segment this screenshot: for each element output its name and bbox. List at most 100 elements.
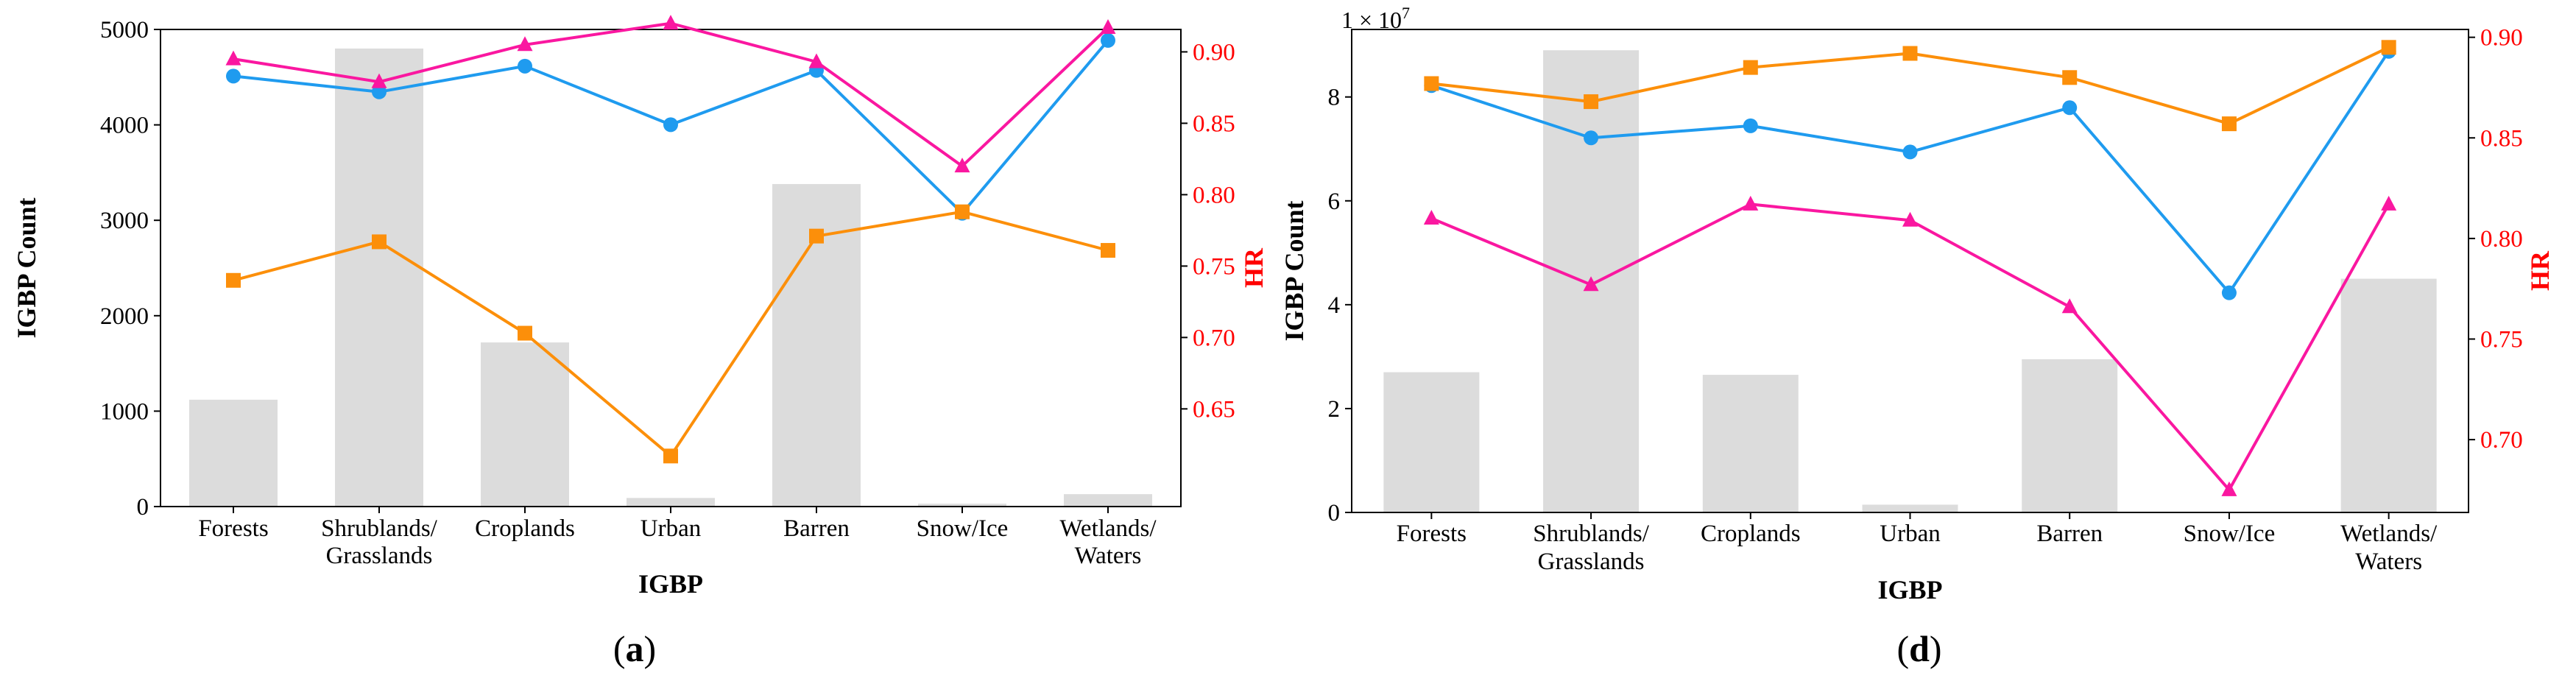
panel-d-right-tick-label: 0.90 (2480, 25, 2523, 52)
panel-d-left-tick-label: 8 (1328, 85, 1341, 111)
panel-a-bar-urban (627, 498, 715, 507)
panel-a-series-blue-point-urban (663, 117, 678, 133)
panel-d-series-magenta-point-croplands (1743, 195, 1759, 211)
panel-a-series-orange-point-croplands (518, 325, 532, 341)
panel-d-caption: (d) (1896, 628, 1941, 669)
panel-a-right-tick-label: 0.70 (1193, 325, 1235, 351)
panel-d-series-blue-point-barren (2062, 100, 2078, 116)
panel-a-series-magenta-point-shrublands-grasslands (371, 73, 387, 88)
panel-a-series-magenta-point-forests (225, 50, 241, 66)
panel-a-y2-axis-label: HR (1239, 247, 1268, 288)
panel-a-series-magenta-point-croplands (517, 36, 533, 52)
panel-d-category-label-urban: Urban (1880, 521, 1940, 547)
panel-d-series-magenta-point-snow-ice (2221, 481, 2237, 496)
panel-d-left-tick-label: 6 (1328, 188, 1341, 215)
panel-a-category-label-snow-ice: Snow/Ice (917, 515, 1009, 542)
panel-d-series-orange-point-croplands (1743, 60, 1758, 75)
panel-a-caption-open: ( (613, 628, 626, 669)
panel-d-category-label-wetlands-waters: Waters (2355, 549, 2422, 575)
panel-d-bar-forests (1383, 372, 1480, 512)
panel-d-series-magenta-point-forests (1423, 210, 1439, 225)
panel-a-left-tick-label: 2000 (100, 303, 149, 330)
panel-a-category-label-wetlands-waters: Wetlands/ (1059, 515, 1157, 542)
panel-a-bar-wetlands-waters (1064, 494, 1152, 507)
panel-d-series-magenta-point-shrublands-grasslands (1583, 276, 1599, 292)
panel-d-right-tick-label: 0.75 (2480, 326, 2523, 353)
panel-a-left-tick-label: 3000 (100, 208, 149, 234)
panel-a-series-orange-point-barren (809, 228, 824, 244)
panel-a-category-label-croplands: Croplands (475, 515, 575, 542)
panel-a-series-blue-point-croplands (518, 58, 532, 74)
panel-d-chart: 0 2 4 6 8 0.70 0.75 0.80 0.85 0.90 Forests Shrublan… (1280, 4, 2555, 669)
panel-a-right-tick-label: 0.75 (1193, 253, 1235, 280)
panel-a-right-tick-label: 0.90 (1193, 39, 1235, 66)
panel-a-series-magenta-point-urban (663, 15, 679, 30)
panel-a-left-tick-label: 5000 (100, 17, 149, 43)
panel-a-left-tick-label: 0 (137, 494, 149, 521)
panel-d-bar-barren (2022, 359, 2118, 512)
panel-d-series-magenta-point-barren (2061, 298, 2078, 314)
panel-a-chart: 0 1000 2000 3000 4000 5000 0.65 0.70 0.75 0.80 0.8… (12, 15, 1268, 669)
panel-d-right-tick-label: 0.70 (2480, 427, 2523, 454)
panel-d-category-label-barren: Barren (2036, 521, 2103, 547)
panel-d-offset-base: 1 × 10 (1341, 7, 1402, 33)
panel-a-series-orange-point-wetlands-waters (1101, 243, 1115, 258)
panel-d-category-label-croplands: Croplands (1701, 521, 1801, 547)
panel-a-bar-forests (189, 399, 278, 507)
panel-d-left-tick-label: 4 (1328, 292, 1341, 319)
panel-d-y-axis-label: IGBP Count (1280, 200, 1309, 341)
panel-a-bar-croplands (481, 342, 569, 507)
panel-d-caption-close: ) (1930, 628, 1942, 669)
panel-d-right-tick-label: 0.85 (2480, 125, 2523, 152)
panel-d-series-orange-point-forests (1424, 76, 1439, 91)
panel-a-category-label-forests: Forests (198, 515, 268, 542)
panel-d-series-orange-point-barren (2062, 70, 2078, 85)
panel-d-plot-frame (1351, 29, 2469, 513)
panel-d-caption-letter: d (1909, 628, 1930, 669)
panel-a-x-axis-label: IGBP (638, 569, 703, 599)
panel-a-series-blue-point-shrublands-grasslands (372, 84, 387, 99)
panel-d-bar-croplands (1702, 375, 1799, 512)
panel-a-caption-close: ) (644, 628, 657, 669)
panel-d-series-orange-point-snow-ice (2221, 116, 2237, 132)
panel-a-bar-snow-ice (918, 504, 1006, 507)
panel-d-right-tick-label: 0.80 (2480, 226, 2523, 253)
panel-a-right-tick-label: 0.85 (1193, 110, 1235, 137)
panel-a-series-orange-point-snow-ice (955, 204, 970, 219)
panel-d-series-blue-point-shrublands-grasslands (1584, 130, 1599, 146)
panel-a-bar-shrublands-grasslands (335, 48, 423, 507)
panel-a-series-blue-point-wetlands-waters (1101, 32, 1115, 48)
panel-a-series-magenta-point-snow-ice (954, 158, 970, 173)
panel-d-left-tick-label: 0 (1328, 500, 1341, 526)
panel-d-offset-text: 1 × 107 (1341, 4, 1410, 33)
panel-d-offset-exponent: 7 (1402, 4, 1410, 22)
panel-a-category-label-shrublands-grasslands: Grasslands (326, 543, 433, 569)
panel-d-category-label-shrublands-grasslands: Shrublands/ (1533, 521, 1650, 547)
panel-d-category-label-wetlands-waters: Wetlands/ (2340, 521, 2438, 547)
panel-a-right-tick-label: 0.80 (1193, 182, 1235, 208)
panel-a-category-label-shrublands-grasslands: Shrublands/ (321, 515, 438, 542)
panel-a-series-magenta-point-wetlands-waters (1100, 18, 1116, 34)
panel-d-series-magenta-point-wetlands-waters (2381, 195, 2397, 211)
panel-a-plot-frame (160, 29, 1182, 507)
panel-a-right-tick-label: 0.65 (1193, 396, 1235, 423)
panel-d-series-orange-point-shrublands-grasslands (1584, 94, 1599, 110)
panel-a-category-label-barren: Barren (783, 515, 850, 542)
panel-d-caption-open: ( (1896, 628, 1909, 669)
panel-a-caption: (a) (613, 628, 656, 669)
panel-d-bar-urban (1862, 504, 1958, 512)
panel-a-series-magenta-point-barren (808, 53, 825, 68)
panel-d-series-orange-point-wetlands-waters (2381, 40, 2396, 55)
panel-a-series-orange-point-forests (226, 272, 241, 288)
panel-a-category-label-wetlands-waters: Waters (1075, 543, 1142, 569)
panel-d-series-blue-point-snow-ice (2221, 285, 2237, 300)
panel-a-series-orange-point-urban (663, 448, 678, 464)
panel-d-y2-axis-label: HR (2525, 250, 2555, 291)
panel-a-left-tick-label: 1000 (100, 398, 149, 425)
panel-d-left-tick-label: 2 (1328, 396, 1341, 423)
panel-d-series-blue-point-croplands (1743, 118, 1758, 133)
panel-a-y-axis-label: IGBP Count (12, 197, 41, 338)
panel-d-x-axis-label: IGBP (1877, 575, 1942, 604)
